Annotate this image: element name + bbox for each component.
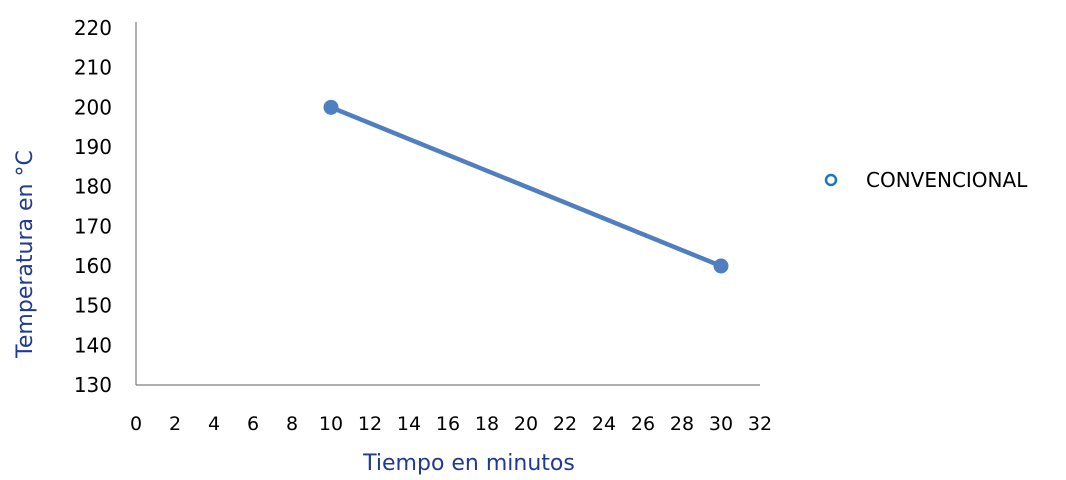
- data-point: [323, 99, 339, 115]
- x-tick-label: 26: [631, 413, 655, 435]
- x-tick-label: 32: [748, 413, 772, 435]
- x-tick-label: 20: [514, 413, 538, 435]
- y-tick-label: 220: [74, 16, 112, 40]
- y-tick-label: 130: [74, 373, 112, 397]
- x-tick-label: 10: [319, 413, 343, 435]
- x-tick-label: 16: [436, 413, 460, 435]
- x-tick-label: 24: [592, 413, 616, 435]
- x-tick-label: 8: [286, 413, 298, 435]
- legend: CONVENCIONAL: [824, 168, 1028, 192]
- y-tick-label: 140: [74, 333, 112, 357]
- x-tick-label: 28: [670, 413, 694, 435]
- x-tick-label: 18: [475, 413, 499, 435]
- x-tick-label: 12: [358, 413, 382, 435]
- y-axis-title: Temperatura en °C: [13, 150, 38, 359]
- x-tick-label: 4: [208, 413, 220, 435]
- x-tick-label: 14: [397, 413, 421, 435]
- series-layer: [323, 99, 729, 274]
- legend-label: CONVENCIONAL: [866, 168, 1028, 192]
- series-line: [328, 105, 724, 269]
- x-axis-title: Tiempo en minutos: [362, 451, 575, 475]
- x-tick-label: 30: [709, 413, 733, 435]
- x-tick-label: 22: [553, 413, 577, 435]
- y-tick-label: 210: [74, 56, 112, 80]
- x-tick-label: 2: [169, 413, 181, 435]
- y-tick-label: 150: [74, 294, 112, 318]
- y-tick-label: 170: [74, 214, 112, 238]
- y-tick-label: 190: [74, 135, 112, 159]
- data-point: [713, 258, 729, 274]
- x-tick-label: 0: [130, 413, 142, 435]
- axes-layer: [135, 22, 760, 386]
- y-tick-label: 180: [74, 175, 112, 199]
- y-tick-label: 160: [74, 254, 112, 278]
- legend-marker: [824, 173, 838, 187]
- y-tick-label: 200: [74, 95, 112, 119]
- x-tick-label: 6: [247, 413, 259, 435]
